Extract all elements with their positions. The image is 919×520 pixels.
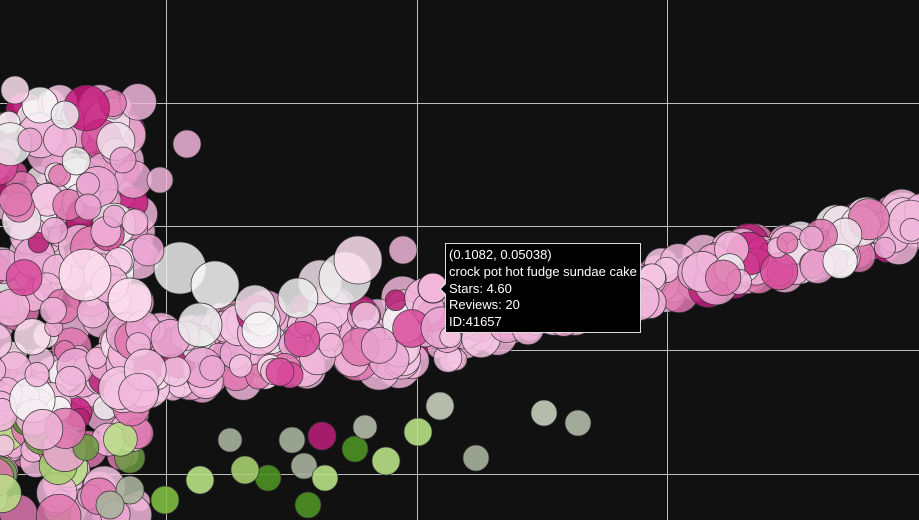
data-point[interactable] [107, 277, 153, 323]
data-point[interactable] [177, 302, 223, 348]
data-point[interactable] [109, 146, 137, 174]
data-point[interactable] [61, 146, 91, 176]
data-point[interactable] [172, 129, 202, 159]
data-point[interactable] [58, 248, 112, 302]
bubble-layer [0, 75, 919, 520]
data-point[interactable] [74, 193, 102, 221]
data-point[interactable] [0, 183, 33, 217]
data-point[interactable] [36, 493, 82, 520]
data-point[interactable] [371, 446, 401, 476]
data-point[interactable] [115, 475, 145, 505]
tooltip-recipe-name: crock pot hot fudge sundae cake [449, 263, 637, 279]
data-point[interactable] [75, 172, 100, 197]
data-point[interactable] [217, 427, 243, 453]
data-point[interactable] [5, 259, 43, 296]
data-point[interactable] [283, 321, 320, 358]
tooltip-stars: Stars: 4.60 [449, 280, 512, 296]
data-point[interactable] [230, 455, 260, 485]
data-point[interactable] [131, 233, 165, 267]
data-point[interactable] [190, 260, 240, 310]
data-point[interactable] [41, 217, 68, 244]
data-point[interactable] [21, 409, 64, 451]
data-point[interactable] [822, 243, 858, 279]
data-point[interactable] [24, 362, 50, 388]
data-point[interactable] [384, 289, 407, 312]
data-point[interactable] [564, 409, 592, 437]
data-point[interactable] [277, 277, 319, 319]
data-point[interactable] [50, 100, 80, 130]
data-point[interactable] [799, 225, 824, 251]
data-point[interactable] [351, 301, 380, 331]
data-point[interactable] [311, 464, 339, 492]
data-point[interactable] [0, 75, 30, 105]
data-point[interactable] [318, 333, 344, 358]
data-point[interactable] [241, 311, 279, 349]
tooltip-coords: (0.1082, 0.05038) [449, 247, 552, 262]
data-point[interactable] [13, 318, 51, 356]
data-point[interactable] [0, 357, 7, 383]
data-point[interactable] [146, 166, 174, 194]
data-point[interactable] [333, 235, 383, 285]
data-point[interactable] [705, 259, 742, 296]
data-point[interactable] [0, 434, 15, 457]
data-point[interactable] [462, 444, 490, 472]
tooltip-id: ID:41657 [449, 314, 502, 330]
data-point[interactable] [121, 208, 149, 236]
data-point[interactable] [0, 473, 22, 513]
data-point[interactable] [899, 218, 919, 242]
data-point[interactable] [425, 391, 455, 421]
data-point[interactable] [360, 327, 398, 364]
data-point[interactable] [150, 485, 180, 515]
data-point[interactable] [265, 357, 295, 387]
point-tooltip: (0.1082, 0.05038) crock pot hot fudge su… [439, 243, 641, 333]
data-point[interactable] [55, 366, 87, 397]
data-point[interactable] [278, 426, 306, 454]
data-point[interactable] [103, 422, 138, 457]
data-point[interactable] [776, 231, 799, 254]
data-point[interactable] [341, 435, 369, 463]
data-point[interactable] [294, 491, 322, 519]
data-point[interactable] [118, 372, 159, 414]
data-point[interactable] [307, 421, 337, 451]
data-point[interactable] [290, 452, 318, 480]
tooltip-reviews: Reviews: 20 [449, 297, 520, 313]
data-point[interactable] [530, 399, 558, 427]
data-point[interactable] [760, 252, 799, 291]
data-point[interactable] [874, 236, 896, 259]
data-point[interactable] [199, 355, 226, 381]
data-point[interactable] [0, 323, 13, 359]
data-point[interactable] [229, 354, 253, 378]
data-point[interactable] [185, 465, 215, 495]
data-point[interactable] [403, 417, 433, 447]
data-point[interactable] [39, 296, 67, 325]
data-point[interactable] [95, 490, 125, 520]
data-point[interactable] [352, 414, 378, 440]
data-point[interactable] [388, 235, 418, 265]
data-point[interactable] [17, 127, 43, 153]
